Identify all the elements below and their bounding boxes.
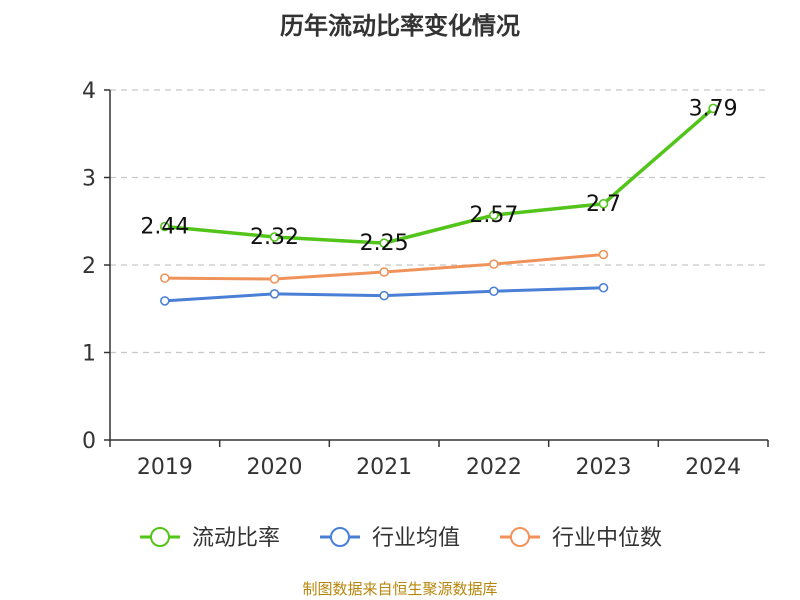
chart-title: 历年流动比率变化情况 [280, 12, 520, 40]
legend-item-0: 流动比率 [140, 526, 280, 551]
data-label-2020: 2.32 [250, 225, 299, 250]
data-label-2021: 2.25 [360, 231, 409, 256]
data-label-2024: 3.79 [689, 96, 738, 121]
point-1-2021 [379, 290, 389, 301]
point-1-2022 [489, 286, 499, 297]
point-2-2022 [489, 259, 499, 269]
point-0-2022 [489, 210, 499, 220]
data-label-2022: 2.57 [469, 203, 518, 228]
legend-label-1: 行业均值 [372, 526, 460, 551]
series-layer: 2.44 2.32 2.25 2.57 2.7 3.79 [140, 96, 738, 306]
data-label-2023: 2.7 [586, 192, 621, 217]
x-tick-label-2023: 2023 [576, 455, 632, 480]
legend-marker-0 [150, 527, 170, 547]
point-1-2020 [269, 289, 280, 299]
x-tick-label-2019: 2019 [137, 455, 193, 480]
y-tick-label-0: 0 [82, 429, 96, 454]
axes: 0 1 2 3 4 2019 2020 2021 2022 2023 2024 [82, 79, 769, 480]
legend-item-2: 行业中位数 [500, 526, 662, 551]
point-0-2024 [708, 103, 718, 114]
y-tick-label-3: 3 [82, 167, 96, 192]
legend-label-2: 行业中位数 [552, 526, 662, 551]
point-1-2023 [598, 282, 609, 293]
legend: 流动比率 行业均值 行业中位数 [140, 526, 662, 551]
point-0-2021 [379, 238, 389, 248]
x-tick-label-2024: 2024 [685, 455, 741, 480]
data-label-2019: 2.44 [140, 215, 189, 240]
point-2-2023 [598, 249, 609, 260]
y-tick-label-4: 4 [82, 79, 96, 104]
point-0-2020 [269, 232, 280, 242]
x-tick-label-2020: 2020 [247, 455, 303, 480]
point-0-2023 [598, 198, 609, 209]
x-tick-label-2022: 2022 [466, 455, 522, 480]
y-tick-label-2: 2 [82, 254, 96, 279]
legend-marker-2 [510, 527, 530, 547]
point-2-2021 [379, 267, 389, 277]
point-0-2019 [160, 221, 170, 232]
source-note: 制图数据来自恒生聚源数据库 [302, 580, 497, 598]
y-tick-label-1: 1 [82, 342, 96, 367]
legend-label-0: 流动比率 [192, 526, 280, 551]
point-2-2019 [160, 273, 170, 283]
x-tick-label-2021: 2021 [356, 455, 412, 480]
legend-marker-1 [330, 527, 350, 547]
series-line-0 [164, 107, 715, 245]
legend-item-1: 行业均值 [320, 526, 460, 551]
point-1-2019 [160, 296, 170, 306]
grid-lines [110, 89, 768, 354]
point-2-2020 [269, 274, 280, 284]
